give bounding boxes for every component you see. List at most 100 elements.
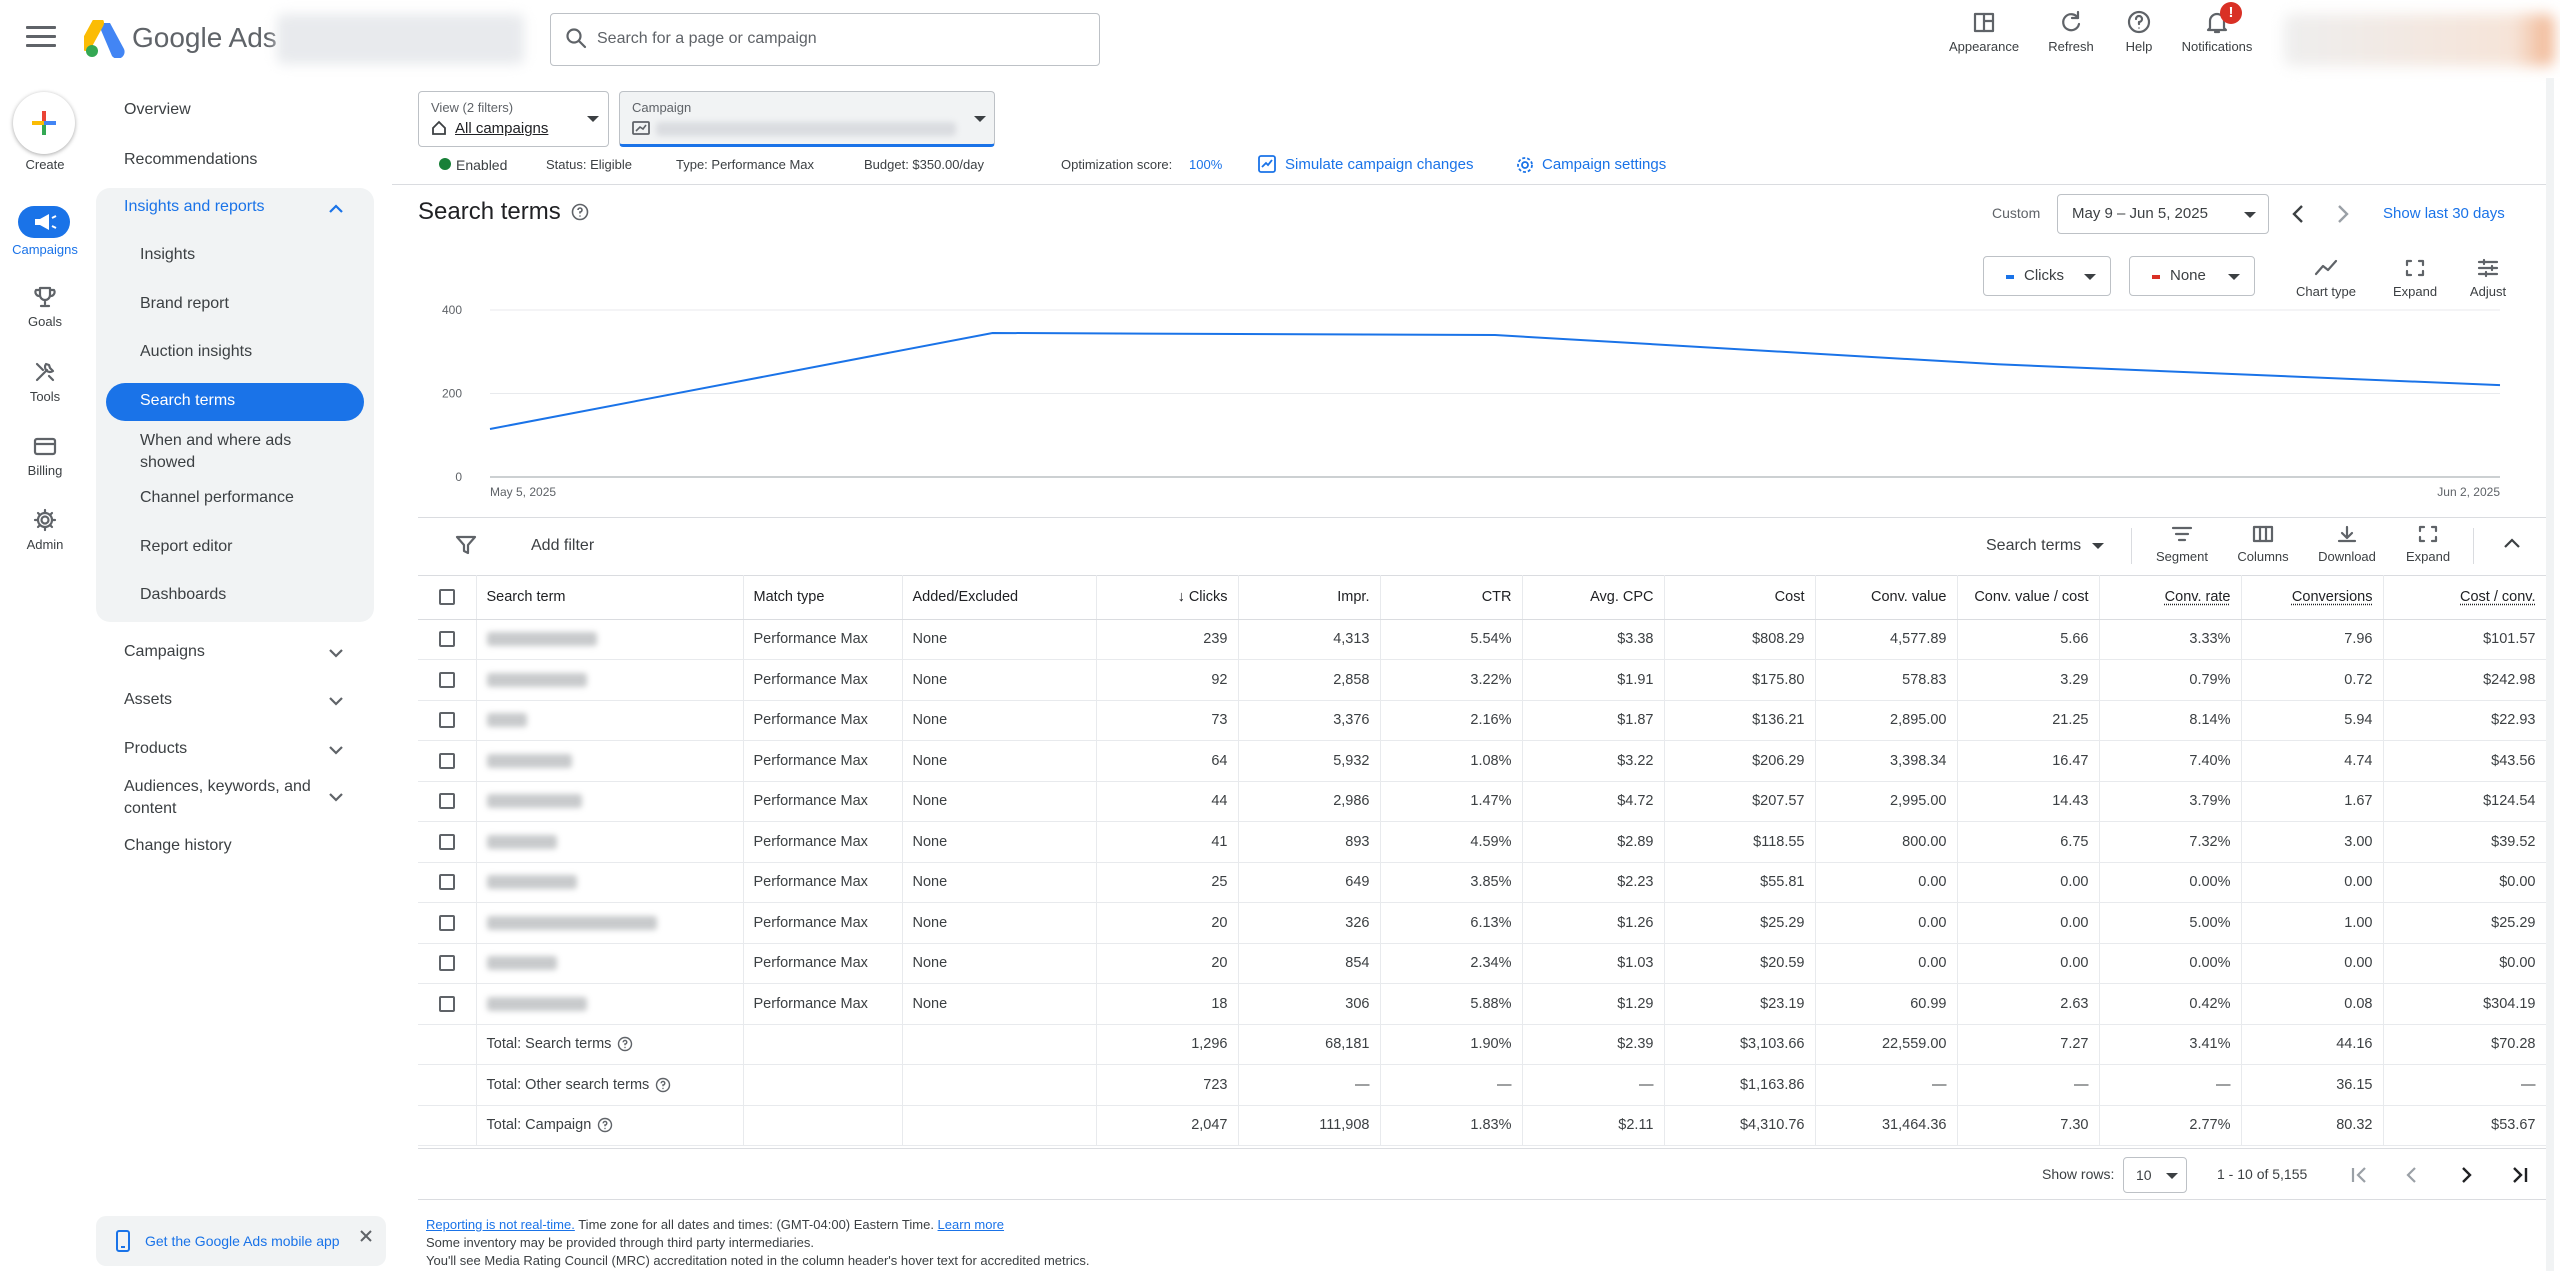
chevron-left-icon[interactable]: [2288, 202, 2308, 226]
row-checkbox-cell[interactable]: [418, 943, 477, 984]
nav-recommendations[interactable]: Recommendations: [124, 151, 258, 168]
row-checkbox[interactable]: [438, 874, 455, 891]
col-cost-conv[interactable]: Cost / conv.: [2383, 575, 2547, 620]
col-impr[interactable]: Impr.: [1238, 575, 1381, 620]
not-realtime-link[interactable]: Reporting is not real-time.: [426, 1217, 575, 1232]
nav-channel-performance[interactable]: Channel performance: [140, 489, 294, 506]
row-checkbox[interactable]: [438, 995, 455, 1012]
table-row[interactable]: Performance Max None 44 2,986 1.47% $4.72 $207…: [418, 781, 2547, 822]
refresh-button[interactable]: Refresh: [2021, 9, 2121, 69]
create-button[interactable]: [13, 92, 75, 154]
search-input[interactable]: [597, 25, 1077, 53]
nav-insights[interactable]: Insights: [140, 246, 196, 263]
search-term-cell[interactable]: [476, 700, 744, 741]
chevron-down-icon[interactable]: [326, 646, 346, 660]
nav-search-terms-active[interactable]: [106, 383, 364, 421]
nav-brand-report[interactable]: Brand report: [140, 295, 229, 312]
show-last-30-days-link[interactable]: Show last 30 days: [2383, 205, 2505, 222]
col-conv-value[interactable]: Conv. value: [1815, 575, 1958, 620]
search-term-cell[interactable]: [476, 983, 744, 1025]
mobile-app-banner[interactable]: Get the Google Ads mobile app: [96, 1216, 386, 1266]
col-added-excluded[interactable]: Added/Excluded: [902, 575, 1097, 620]
metric1-selector[interactable]: Clicks: [1983, 256, 2111, 296]
next-page-icon[interactable]: [2454, 1163, 2478, 1187]
row-checkbox-cell[interactable]: [418, 619, 477, 660]
select-all-cell[interactable]: [418, 575, 477, 620]
nav-products[interactable]: Products: [124, 740, 188, 757]
col-conv-value-cost[interactable]: Conv. value / cost: [1957, 575, 2100, 620]
table-row[interactable]: Performance Max None 20 854 2.34% $1.03 $20.59…: [418, 943, 2547, 984]
search-term-cell[interactable]: [476, 862, 744, 903]
row-checkbox-cell[interactable]: [418, 902, 477, 944]
row-checkbox[interactable]: [438, 833, 455, 850]
filter-icon[interactable]: [455, 534, 477, 556]
help-circle-icon[interactable]: [571, 203, 589, 221]
main-menu-button[interactable]: [26, 26, 56, 50]
col-conversions[interactable]: Conversions: [2241, 575, 2384, 620]
row-checkbox[interactable]: [438, 914, 455, 931]
first-page-icon[interactable]: [2347, 1163, 2371, 1187]
search-term-cell[interactable]: [476, 740, 744, 782]
table-row[interactable]: Performance Max None 41 893 4.59% $2.89 $118.5…: [418, 821, 2547, 863]
rows-per-page-select[interactable]: 10: [2123, 1157, 2187, 1193]
rail-billing[interactable]: Billing: [0, 433, 90, 478]
chevron-right-icon[interactable]: [2333, 202, 2353, 226]
rail-tools[interactable]: Tools: [0, 359, 90, 404]
optimization-score-value[interactable]: 100%: [1189, 157, 1223, 172]
table-row[interactable]: Performance Max None 25 649 3.85% $2.23 $55.81…: [418, 862, 2547, 903]
row-checkbox-cell[interactable]: [418, 983, 477, 1025]
col-ctr[interactable]: CTR: [1380, 575, 1523, 620]
help-circle-icon[interactable]: [597, 1117, 613, 1133]
row-checkbox[interactable]: [438, 712, 455, 729]
campaign-selector[interactable]: Campaign: [619, 91, 995, 147]
search-terms-dropdown[interactable]: Search terms: [1986, 537, 2082, 554]
mobile-app-link[interactable]: Get the Google Ads mobile app: [145, 1233, 340, 1249]
columns-button[interactable]: Columns: [2225, 525, 2301, 564]
chevron-down-icon[interactable]: [326, 694, 346, 708]
search-term-cell[interactable]: [476, 619, 744, 660]
metric2-selector[interactable]: None: [2129, 256, 2255, 296]
select-all-checkbox[interactable]: [438, 588, 455, 605]
chart-adjust-button[interactable]: Adjust: [2448, 258, 2528, 299]
row-checkbox[interactable]: [438, 955, 455, 972]
chevron-down-icon[interactable]: [326, 790, 346, 804]
row-checkbox[interactable]: [438, 793, 455, 810]
learn-more-link[interactable]: Learn more: [937, 1217, 1005, 1232]
help-circle-icon[interactable]: [655, 1077, 671, 1093]
col-clicks[interactable]: ↓ Clicks: [1096, 575, 1239, 620]
last-page-icon[interactable]: [2508, 1163, 2532, 1187]
appearance-button[interactable]: Appearance: [1934, 9, 2034, 69]
col-match-type[interactable]: Match type: [743, 575, 903, 620]
nav-auction-insights[interactable]: Auction insights: [140, 343, 253, 360]
nav-insights-and-reports[interactable]: Insights and reports: [124, 198, 265, 215]
col-cost[interactable]: Cost: [1664, 575, 1816, 620]
table-expand-button[interactable]: Expand: [2390, 525, 2466, 564]
row-checkbox[interactable]: [438, 752, 455, 769]
help-circle-icon[interactable]: [617, 1036, 633, 1052]
chart-expand-button[interactable]: Expand: [2375, 258, 2455, 299]
collapse-chevron-icon[interactable]: [2501, 535, 2523, 551]
rail-admin[interactable]: Admin: [0, 507, 90, 552]
search-term-cell[interactable]: [476, 902, 744, 944]
col-search-term[interactable]: Search term: [476, 575, 744, 620]
chevron-down-icon[interactable]: [326, 743, 346, 757]
nav-when-where[interactable]: When and where ads showed: [140, 432, 292, 471]
row-checkbox-cell[interactable]: [418, 781, 477, 822]
nav-search-terms[interactable]: Search terms: [140, 392, 236, 409]
chart-type-button[interactable]: Chart type: [2286, 258, 2366, 299]
row-checkbox-cell[interactable]: [418, 700, 477, 741]
nav-campaigns[interactable]: Campaigns: [124, 643, 205, 660]
table-row[interactable]: Performance Max None 18 306 5.88% $1.29 $23.19…: [418, 983, 2547, 1025]
profile-avatar[interactable]: [2284, 14, 2554, 66]
col-conv-rate[interactable]: Conv. rate: [2099, 575, 2242, 620]
add-filter-button[interactable]: Add filter: [531, 537, 595, 554]
notifications-button[interactable]: Notifications: [2167, 9, 2267, 69]
row-checkbox-cell[interactable]: [418, 862, 477, 903]
view-selector[interactable]: View (2 filters) All campaigns: [418, 91, 609, 147]
account-selector[interactable]: [277, 14, 524, 64]
table-row[interactable]: Performance Max None 64 5,932 1.08% $3.22 $206…: [418, 740, 2547, 782]
table-row[interactable]: Performance Max None 20 326 6.13% $1.26 $25.29…: [418, 902, 2547, 944]
nav-dashboards[interactable]: Dashboards: [140, 586, 227, 603]
chevron-up-icon[interactable]: [326, 201, 346, 215]
row-checkbox[interactable]: [438, 671, 455, 688]
